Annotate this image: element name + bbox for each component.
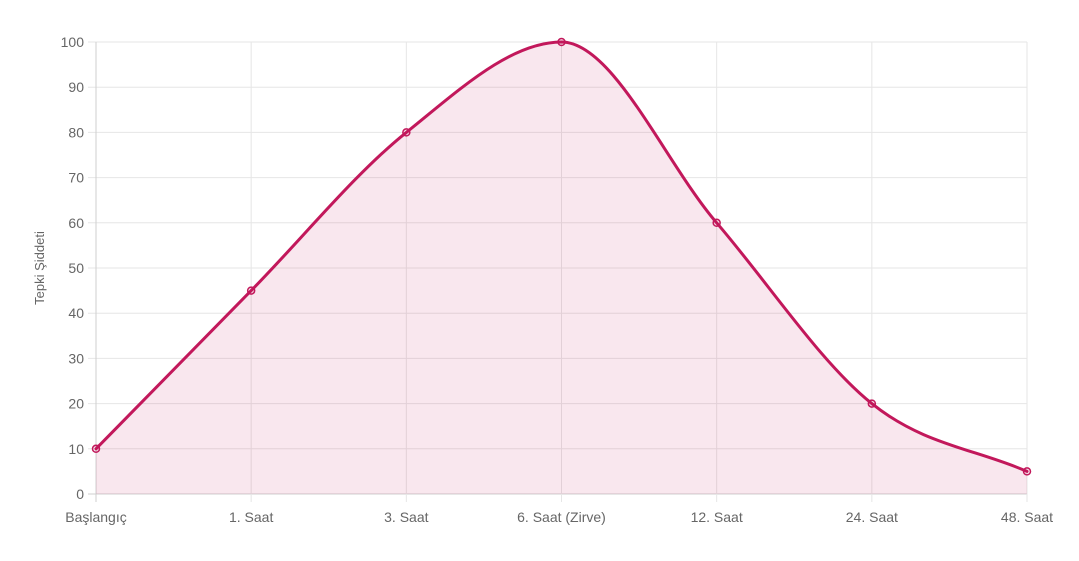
area-fill-layer — [96, 42, 1027, 494]
data-point[interactable] — [91, 444, 101, 454]
series-line — [94, 40, 1029, 473]
y-axis-ticks: 0 10 20 30 40 50 60 70 80 90 100 — [61, 34, 85, 502]
y-tick-label: 10 — [68, 441, 84, 457]
grid-lines — [88, 41, 1028, 502]
y-tick-label: 20 — [68, 396, 84, 412]
x-tick-label: Başlangıç — [65, 509, 126, 525]
y-tick-label: 60 — [68, 215, 84, 231]
data-point[interactable] — [1022, 467, 1032, 476]
x-tick-label: 48. Saat — [1001, 509, 1053, 525]
data-point[interactable] — [557, 37, 566, 47]
y-tick-label: 70 — [68, 170, 84, 186]
x-tick-label: 12. Saat — [691, 509, 743, 525]
data-point[interactable] — [402, 128, 411, 137]
x-tick-label: 3. Saat — [384, 509, 428, 525]
y-tick-label: 80 — [68, 124, 84, 140]
x-axis-ticks: Başlangıç 1. Saat 3. Saat 6. Saat (Zirve) 12… — [65, 509, 1053, 525]
y-tick-label: 0 — [76, 486, 84, 502]
y-tick-label: 50 — [68, 260, 84, 276]
y-tick-label: 90 — [68, 79, 84, 95]
series-line-layer — [94, 40, 1029, 473]
y-tick-label: 100 — [61, 34, 85, 50]
data-point[interactable] — [712, 218, 721, 228]
series-area-fill — [96, 42, 1027, 494]
data-point[interactable] — [246, 286, 256, 295]
x-tick-label: 6. Saat (Zirve) — [517, 509, 606, 525]
x-tick-label: 1. Saat — [229, 509, 273, 525]
data-points-layer — [91, 37, 1032, 476]
y-axis-title: Tepki Şiddeti — [32, 231, 47, 305]
y-tick-label: 40 — [68, 305, 84, 321]
data-point[interactable] — [867, 399, 877, 408]
x-tick-label: 24. Saat — [846, 509, 898, 525]
y-tick-label: 30 — [68, 350, 84, 366]
